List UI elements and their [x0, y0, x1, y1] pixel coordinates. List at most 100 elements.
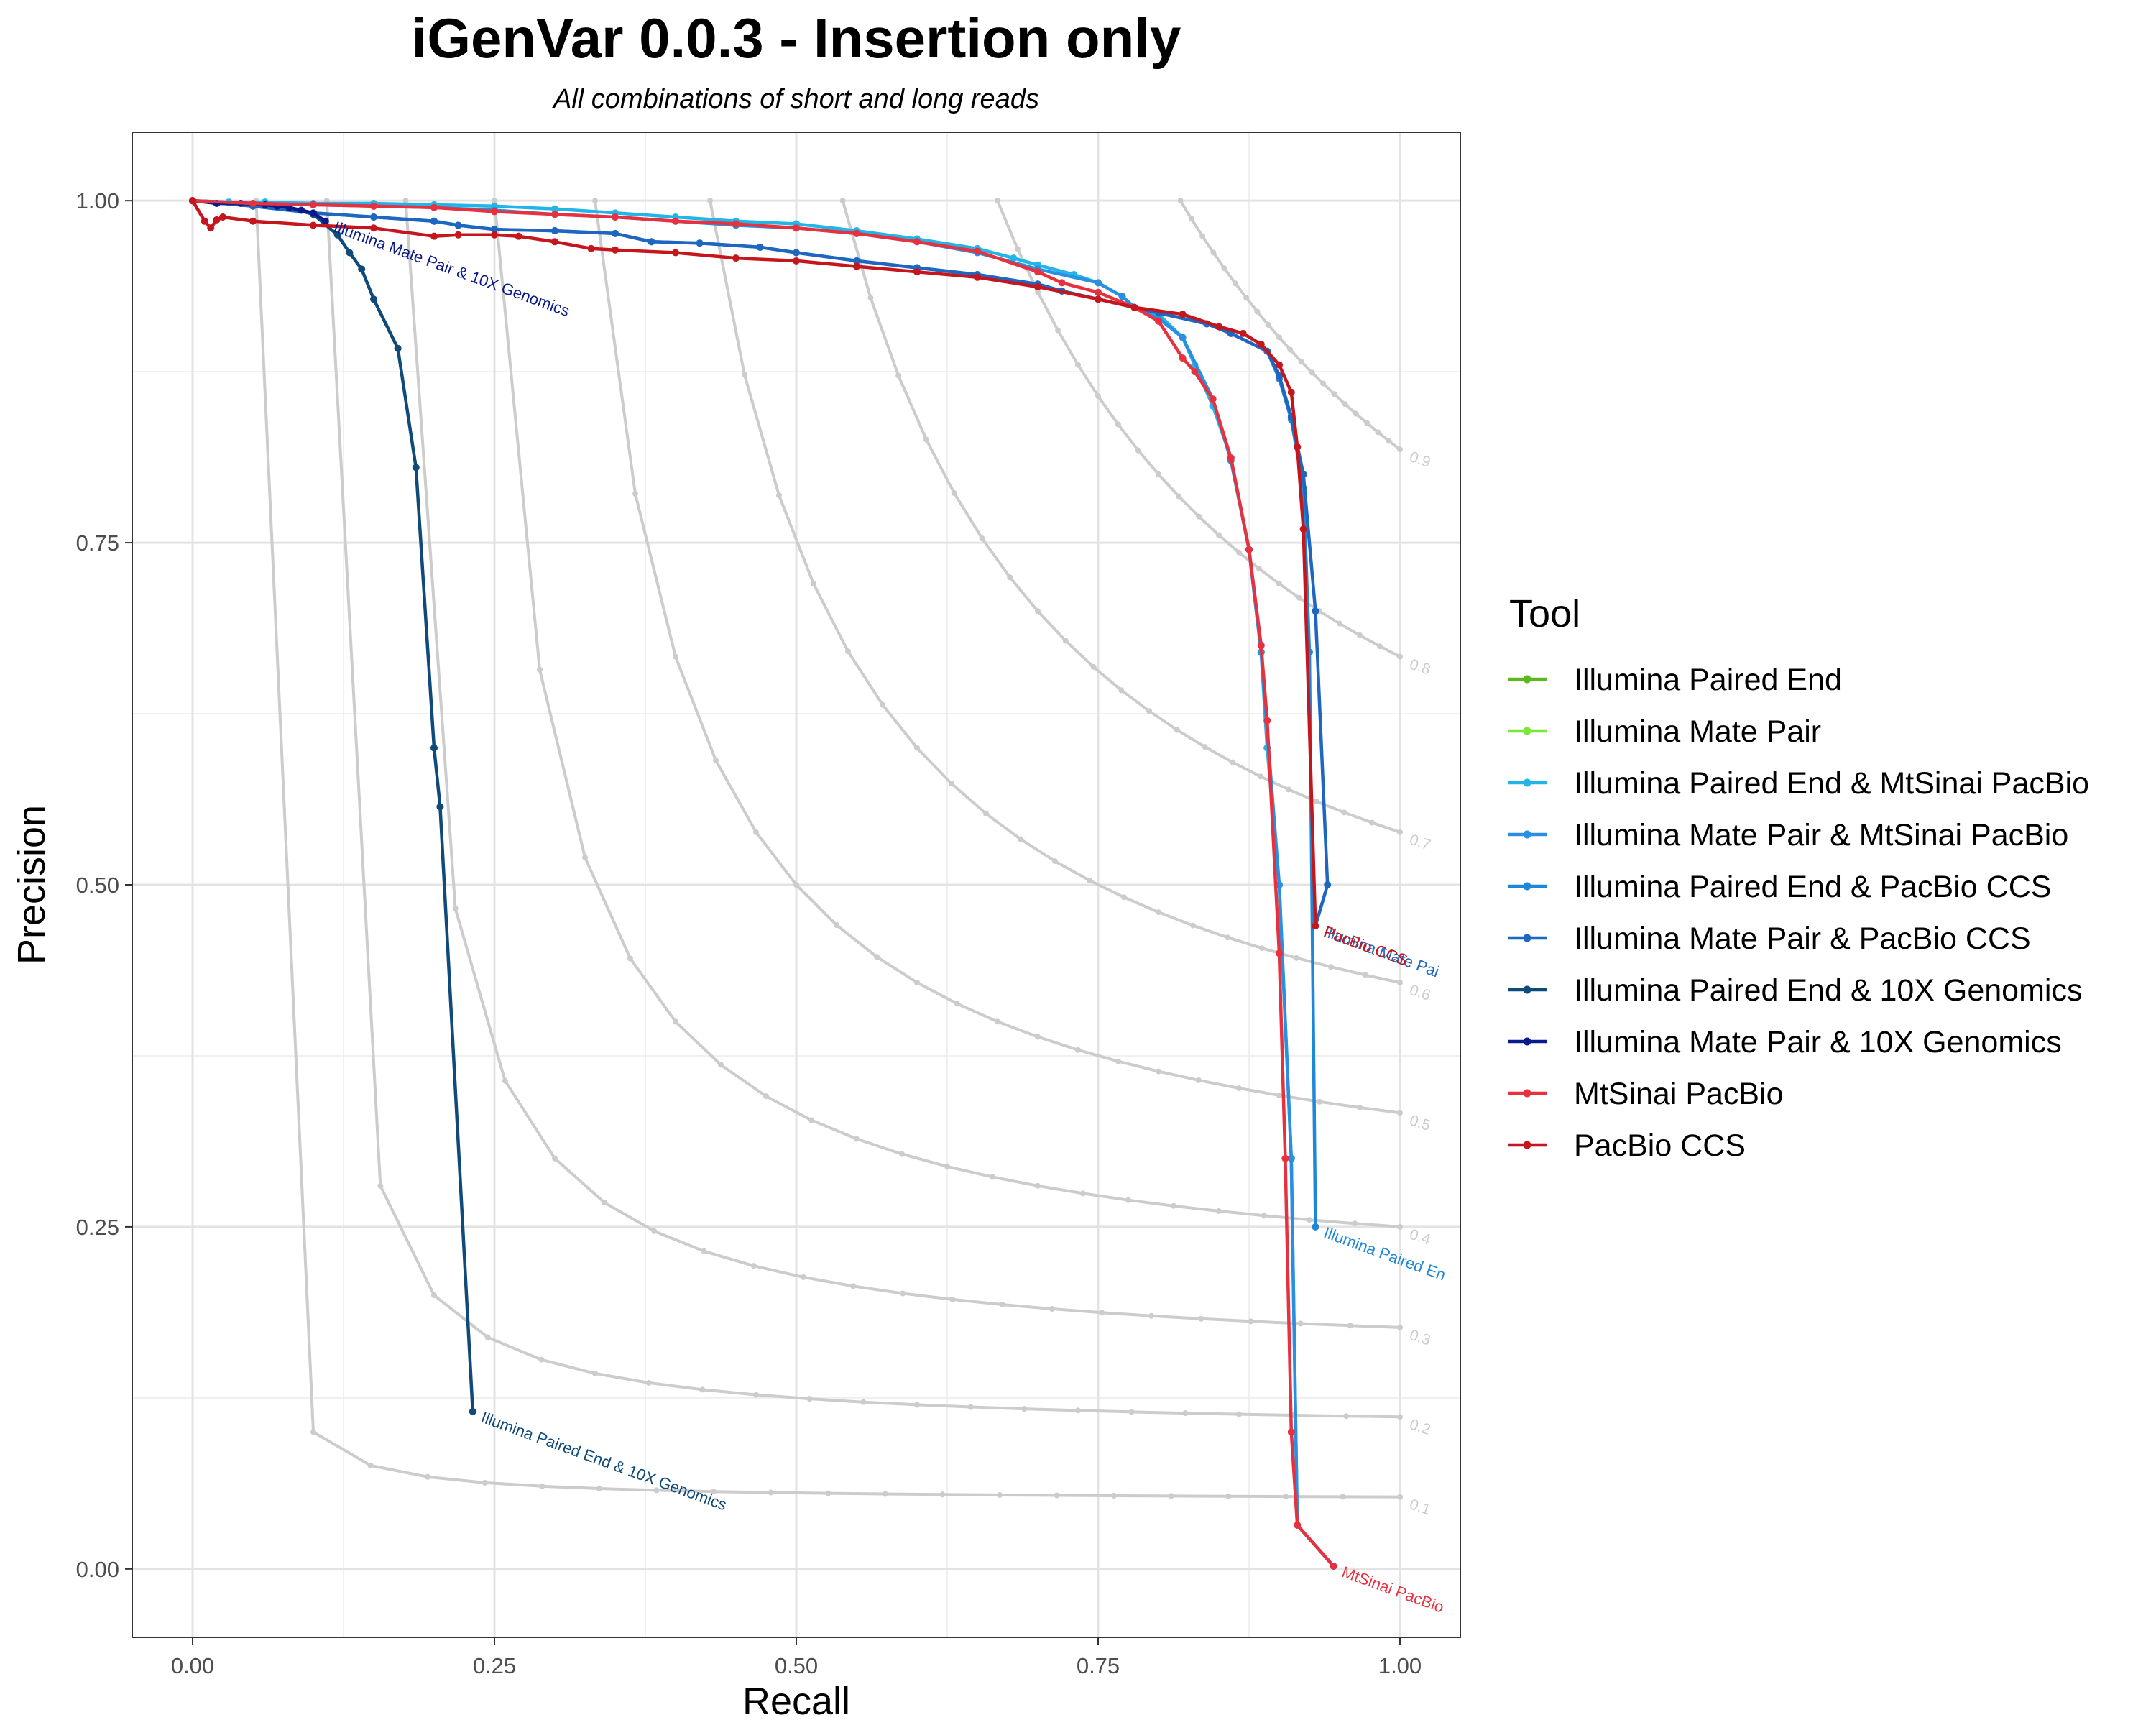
series-point: [1010, 254, 1018, 262]
series-point: [1312, 607, 1319, 615]
legend-label: MtSinai PacBio: [1574, 1077, 1784, 1111]
y-tick-label: 0.75: [76, 530, 119, 556]
f-score-point: [1377, 643, 1383, 650]
legend-key-point: [1523, 882, 1531, 891]
series-point: [1312, 922, 1319, 930]
f-score-point: [1309, 369, 1315, 376]
f-score-point: [1146, 708, 1153, 714]
f-score-point: [1357, 1104, 1363, 1110]
f-score-point: [983, 811, 989, 817]
f-score-point: [1297, 1320, 1304, 1327]
f-score-point: [1168, 1493, 1174, 1499]
series-point: [1191, 368, 1199, 376]
series-point: [370, 202, 377, 210]
f-score-point: [999, 1301, 1005, 1307]
series-point: [321, 217, 329, 225]
series-point: [1130, 303, 1138, 311]
f-score-point: [673, 653, 678, 660]
legend: Tool Illumina Paired End Illumina Mate Pa…: [1508, 592, 2089, 1163]
legend-title: Tool: [1509, 592, 1580, 635]
f-score-point: [1276, 581, 1282, 587]
series-point: [1257, 641, 1265, 649]
series-point: [756, 243, 764, 251]
f-score-point: [1236, 549, 1242, 556]
f-score-point: [502, 1077, 508, 1084]
legend-item: Illumina Mate Pair & MtSinai PacBio: [1508, 818, 2068, 852]
f-score-point: [452, 906, 459, 912]
y-tick-label: 1.00: [76, 188, 119, 213]
f-score-point: [1190, 922, 1196, 929]
f-score-point: [1199, 233, 1206, 239]
series-point: [1330, 1563, 1337, 1570]
f-score-point: [1210, 249, 1217, 256]
f-score-point: [1062, 638, 1069, 644]
f-score-point: [1052, 858, 1058, 865]
f-score-point: [673, 1018, 678, 1025]
f-score-point: [425, 1473, 431, 1480]
f-score-point: [701, 1248, 707, 1254]
series-point: [1324, 881, 1332, 888]
f-score-point: [1121, 894, 1127, 901]
f-score-point: [1343, 1413, 1350, 1420]
series-point: [1276, 949, 1283, 957]
f-score-point: [1021, 1406, 1028, 1412]
f-score-point: [923, 436, 929, 443]
f-score-point: [377, 1182, 384, 1189]
f-score-point: [1098, 1310, 1105, 1316]
series-point: [648, 238, 655, 246]
f-score-point: [768, 1489, 774, 1496]
f-score-point: [944, 1163, 950, 1169]
series-point: [394, 344, 402, 352]
f-score-point: [1276, 1092, 1282, 1098]
f-score-point: [592, 1370, 598, 1376]
f-score-point: [1397, 829, 1403, 835]
series-point: [1287, 1154, 1295, 1162]
series-point: [1299, 525, 1307, 533]
f-score-point: [1225, 1493, 1232, 1499]
f-score-point: [811, 581, 816, 587]
series-point: [587, 244, 595, 252]
f-score-point: [552, 1155, 558, 1162]
f-score-point: [538, 1356, 545, 1363]
f-score-point: [1202, 744, 1208, 750]
series-point: [370, 213, 377, 221]
f-score-point: [1397, 653, 1403, 660]
f-score-point: [1386, 438, 1392, 444]
f-score-point: [1135, 447, 1141, 454]
f-score-point: [839, 198, 846, 204]
legend-item: Illumina Paired End & MtSinai PacBio: [1508, 766, 2089, 801]
legend-label: PacBio CCS: [1574, 1128, 1746, 1163]
f-score-point: [899, 1151, 905, 1157]
legend-items: Illumina Paired End Illumina Mate Pair Ill…: [1508, 663, 2089, 1163]
f-score-point: [1313, 799, 1319, 805]
series-point: [696, 239, 704, 247]
f-score-point: [596, 1486, 602, 1492]
f-score-point: [1282, 1494, 1289, 1500]
series-point: [430, 232, 438, 240]
f-score-point: [1236, 1411, 1242, 1417]
f-score-point: [651, 1228, 658, 1234]
y-axis-ticks: 0.00 0.25 0.50 0.75 1.00: [76, 188, 132, 1582]
series-point: [1227, 454, 1235, 462]
f-score-point: [1285, 786, 1291, 793]
f-score-point: [990, 1174, 995, 1180]
series-point: [333, 231, 341, 239]
y-tick-label: 0.50: [76, 873, 119, 898]
series-point: [1179, 310, 1187, 318]
series-point: [201, 217, 208, 225]
f-score-point: [895, 372, 902, 379]
f-score-point: [1115, 1058, 1121, 1064]
f-score-point: [1331, 391, 1337, 397]
series-point: [551, 205, 558, 213]
legend-label: Illumina Paired End & PacBio CCS: [1574, 870, 2051, 904]
legend-label: Illumina Paired End: [1574, 663, 1842, 697]
series-point: [793, 249, 800, 257]
f-score-point: [867, 295, 874, 301]
f-score-point: [742, 372, 747, 378]
f-score-point: [753, 829, 759, 835]
series-point: [1034, 268, 1041, 276]
y-tick-label: 0.25: [76, 1215, 119, 1240]
legend-key-point: [1523, 778, 1531, 787]
series-point: [1257, 341, 1265, 349]
f-score-point: [1015, 246, 1021, 252]
